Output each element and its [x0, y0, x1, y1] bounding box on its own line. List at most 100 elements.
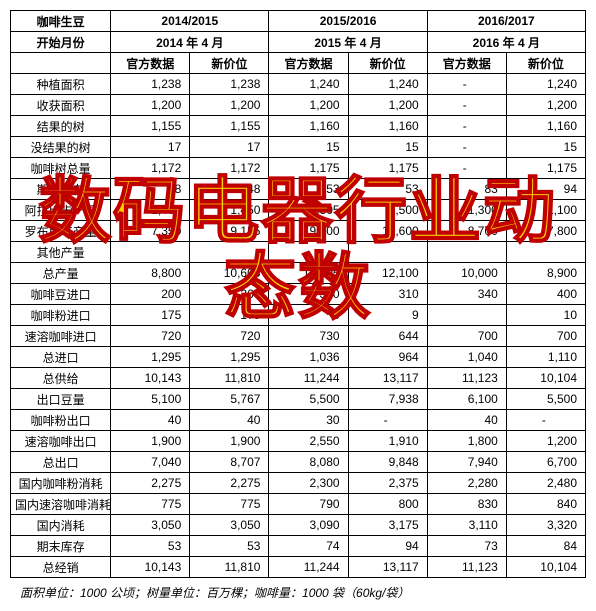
- data-cell: 644: [348, 326, 427, 347]
- data-cell: 775: [111, 494, 190, 515]
- data-cell: 7,040: [111, 452, 190, 473]
- data-cell: 310: [348, 284, 427, 305]
- data-cell: 1,240: [506, 74, 585, 95]
- data-cell: 720: [111, 326, 190, 347]
- data-cell: 5,100: [111, 389, 190, 410]
- data-cell: 9,848: [348, 452, 427, 473]
- data-cell: 1,305: [269, 200, 348, 221]
- data-cell: 8,707: [190, 452, 269, 473]
- data-cell: 1,240: [348, 74, 427, 95]
- data-cell: 1,100: [506, 200, 585, 221]
- data-cell: 8,900: [506, 263, 585, 284]
- row-label: 咖啡粉进口: [11, 305, 111, 326]
- data-cell: 10,605: [269, 263, 348, 284]
- data-cell: [269, 242, 348, 263]
- data-cell: 7,350: [111, 221, 190, 242]
- table-row: 总供给10,14311,81011,24413,11711,12310,104: [11, 368, 586, 389]
- table-row: 出口豆量5,1005,7675,5007,9386,1005,500: [11, 389, 586, 410]
- hdr-start-month: 开始月份: [11, 32, 111, 53]
- row-label: 速溶咖啡进口: [11, 326, 111, 347]
- data-cell: 17: [190, 137, 269, 158]
- header-row-1: 咖啡生豆 2014/2015 2015/2016 2016/2017: [11, 11, 586, 32]
- data-cell: [506, 242, 585, 263]
- data-cell: 1,238: [111, 74, 190, 95]
- data-cell: 1,200: [190, 95, 269, 116]
- data-cell: 3,050: [111, 515, 190, 536]
- data-cell: 3,320: [506, 515, 585, 536]
- data-cell: 1,172: [190, 158, 269, 179]
- data-cell: 13,117: [348, 368, 427, 389]
- data-cell: -: [427, 95, 506, 116]
- data-cell: [111, 242, 190, 263]
- data-cell: 53: [190, 536, 269, 557]
- data-cell: 790: [269, 494, 348, 515]
- data-cell: 2,275: [111, 473, 190, 494]
- table-body: 种植面积1,2381,2381,2401,240-1,240收获面积1,2001…: [11, 74, 586, 578]
- data-cell: 1,175: [506, 158, 585, 179]
- table-row: 结果的树1,1551,1551,1601,160-1,160: [11, 116, 586, 137]
- row-label: 总产量: [11, 263, 111, 284]
- hdr-year-2: 2015/2016: [269, 11, 427, 32]
- data-cell: 11,810: [190, 368, 269, 389]
- data-cell: 1,040: [427, 347, 506, 368]
- row-label: 其他产量: [11, 242, 111, 263]
- data-cell: 175: [190, 305, 269, 326]
- data-cell: 1,200: [269, 95, 348, 116]
- hdr-month-3: 2016 年 4 月: [427, 32, 585, 53]
- data-cell: -: [427, 137, 506, 158]
- table-row: 其他产量: [11, 242, 586, 263]
- data-cell: 1,200: [506, 431, 585, 452]
- data-cell: 10,143: [111, 368, 190, 389]
- data-cell: -: [427, 116, 506, 137]
- data-cell: 40: [190, 410, 269, 431]
- data-cell: 175: [111, 305, 190, 326]
- data-cell: 1,295: [190, 347, 269, 368]
- data-cell: 1,175: [269, 158, 348, 179]
- hdr-col-4: 新价位: [348, 53, 427, 74]
- data-cell: 74: [269, 536, 348, 557]
- hdr-title: 咖啡生豆: [11, 11, 111, 32]
- row-label: 没结果的树: [11, 137, 111, 158]
- data-cell: 84: [506, 536, 585, 557]
- data-cell: 1,240: [269, 74, 348, 95]
- table-header: 咖啡生豆 2014/2015 2015/2016 2016/2017 开始月份 …: [11, 11, 586, 74]
- data-cell: 9,155: [190, 221, 269, 242]
- data-cell: 1,200: [506, 95, 585, 116]
- data-cell: 48: [111, 179, 190, 200]
- table-row: 咖啡粉进口1751756910: [11, 305, 586, 326]
- data-cell: 8,800: [111, 263, 190, 284]
- data-cell: 17: [111, 137, 190, 158]
- header-row-3: 官方数据 新价位 官方数据 新价位 官方数据 新价位: [11, 53, 586, 74]
- table-row: 总产量8,80010,60510,60512,10010,0008,900: [11, 263, 586, 284]
- data-cell: 1,175: [348, 158, 427, 179]
- data-cell: 11,244: [269, 557, 348, 578]
- table-row: 咖啡粉出口404030-40-: [11, 410, 586, 431]
- data-cell: 53: [269, 179, 348, 200]
- data-cell: 11,810: [190, 557, 269, 578]
- data-cell: 2,275: [190, 473, 269, 494]
- data-cell: 1,160: [506, 116, 585, 137]
- row-label: 速溶咖啡出口: [11, 431, 111, 452]
- row-label: 咖啡树总量: [11, 158, 111, 179]
- data-cell: -: [506, 410, 585, 431]
- hdr-year-3: 2016/2017: [427, 11, 585, 32]
- data-cell: 53: [348, 179, 427, 200]
- data-cell: 40: [427, 410, 506, 431]
- hdr-year-1: 2014/2015: [111, 11, 269, 32]
- data-cell: 700: [506, 326, 585, 347]
- data-cell: 1,450: [190, 200, 269, 221]
- data-cell: 10,600: [348, 221, 427, 242]
- row-label: 罗布斯塔产量: [11, 221, 111, 242]
- data-cell: 7,940: [427, 452, 506, 473]
- data-cell: 830: [427, 494, 506, 515]
- data-cell: 2,550: [269, 431, 348, 452]
- data-cell: 10,143: [111, 557, 190, 578]
- row-label: 总供给: [11, 368, 111, 389]
- data-cell: 775: [190, 494, 269, 515]
- data-cell: 2,280: [427, 473, 506, 494]
- row-label: 国内速溶咖啡消耗: [11, 494, 111, 515]
- hdr-col-5: 官方数据: [427, 53, 506, 74]
- data-cell: 400: [506, 284, 585, 305]
- row-label: 出口豆量: [11, 389, 111, 410]
- row-label: 国内消耗: [11, 515, 111, 536]
